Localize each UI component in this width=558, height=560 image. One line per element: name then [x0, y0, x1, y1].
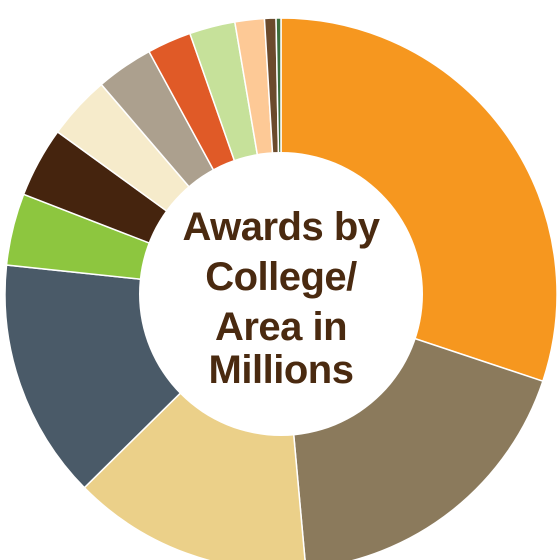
- donut-hole: [139, 152, 423, 436]
- chart-title-line-4: Millions: [209, 348, 354, 392]
- chart-title-line-3: Area in: [215, 305, 347, 349]
- chart-title-line-1: Awards by: [182, 205, 380, 249]
- chart-title-line-2: College/: [205, 255, 357, 299]
